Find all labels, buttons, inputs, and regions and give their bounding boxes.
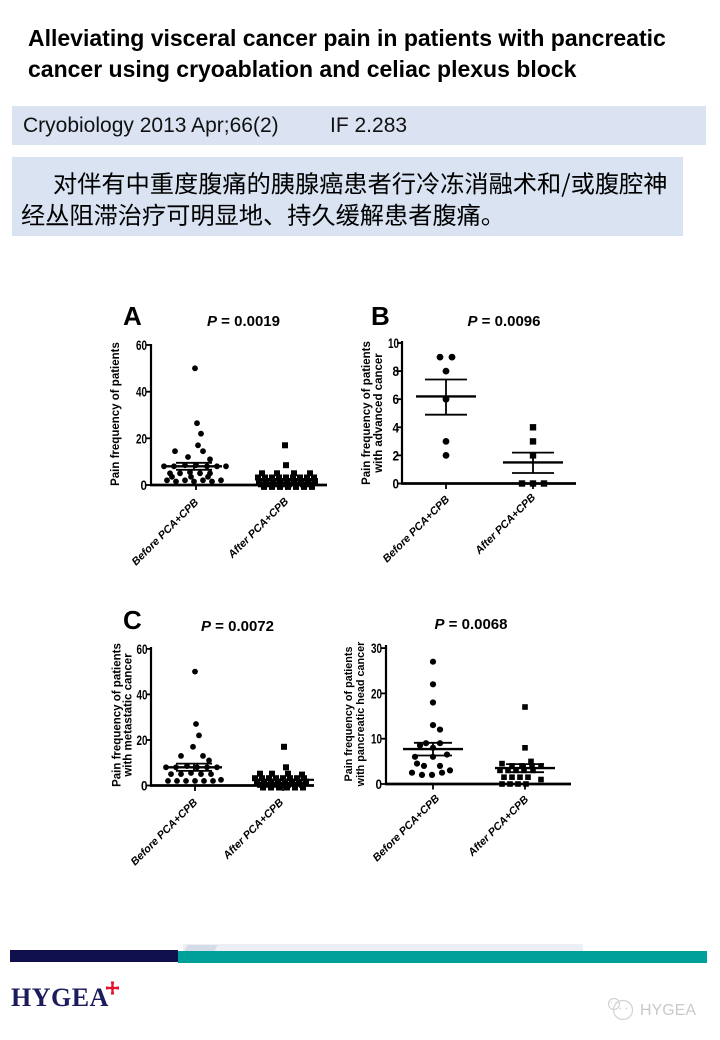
svg-text:2: 2 bbox=[393, 447, 400, 463]
svg-text:10: 10 bbox=[388, 335, 399, 351]
svg-text:Pain frequency of patients: Pain frequency of patients bbox=[110, 342, 122, 486]
svg-text:with advanced cancer: with advanced cancer bbox=[373, 353, 385, 474]
svg-text:0: 0 bbox=[393, 476, 400, 492]
svg-text:C: C bbox=[123, 605, 142, 635]
svg-text:with pancreatic head cancer: with pancreatic head cancer bbox=[355, 641, 367, 787]
svg-text:4: 4 bbox=[393, 419, 400, 435]
svg-text:Before PCA+CPB: Before PCA+CPB bbox=[381, 494, 453, 566]
svg-text:After PCA+CPB: After PCA+CPB bbox=[472, 491, 538, 557]
svg-text:Pain frequency of patients: Pain frequency of patients bbox=[361, 341, 373, 485]
svg-text:B: B bbox=[371, 301, 390, 331]
svg-text:40: 40 bbox=[137, 686, 148, 702]
svg-text:Before PCA+CPB: Before PCA+CPB bbox=[130, 497, 202, 569]
svg-text:A: A bbox=[123, 301, 142, 331]
svg-text:Before PCA+CPB: Before PCA+CPB bbox=[371, 793, 443, 865]
svg-text:20: 20 bbox=[371, 685, 382, 701]
svg-text:20: 20 bbox=[136, 430, 147, 446]
svg-text:After PCA+CPB: After PCA+CPB bbox=[220, 796, 286, 862]
svg-text:After PCA+CPB: After PCA+CPB bbox=[225, 495, 291, 561]
svg-text:P = 0.0019: P = 0.0019 bbox=[207, 313, 280, 330]
svg-text:P = 0.0068: P = 0.0068 bbox=[435, 616, 508, 633]
svg-text:60: 60 bbox=[137, 641, 148, 657]
svg-text:20: 20 bbox=[137, 732, 148, 748]
svg-text:Before PCA+CPB: Before PCA+CPB bbox=[129, 797, 201, 869]
svg-text:8: 8 bbox=[393, 363, 400, 379]
svg-text:Pain frequency of patients: Pain frequency of patients bbox=[343, 647, 355, 782]
svg-text:After PCA+CPB: After PCA+CPB bbox=[465, 793, 531, 859]
svg-text:Pain frequency of patients: Pain frequency of patients bbox=[111, 643, 123, 787]
svg-text:0: 0 bbox=[141, 477, 148, 493]
svg-text:P = 0.0096: P = 0.0096 bbox=[468, 313, 541, 330]
svg-text:40: 40 bbox=[136, 384, 147, 400]
svg-text:30: 30 bbox=[371, 640, 382, 656]
svg-text:P = 0.0072: P = 0.0072 bbox=[201, 618, 274, 635]
svg-text:with metastatic cancer: with metastatic cancer bbox=[122, 653, 134, 778]
svg-text:10: 10 bbox=[371, 731, 382, 747]
svg-text:60: 60 bbox=[136, 337, 147, 353]
svg-text:6: 6 bbox=[393, 391, 400, 407]
svg-text:0: 0 bbox=[376, 776, 383, 792]
svg-text:0: 0 bbox=[141, 778, 148, 794]
